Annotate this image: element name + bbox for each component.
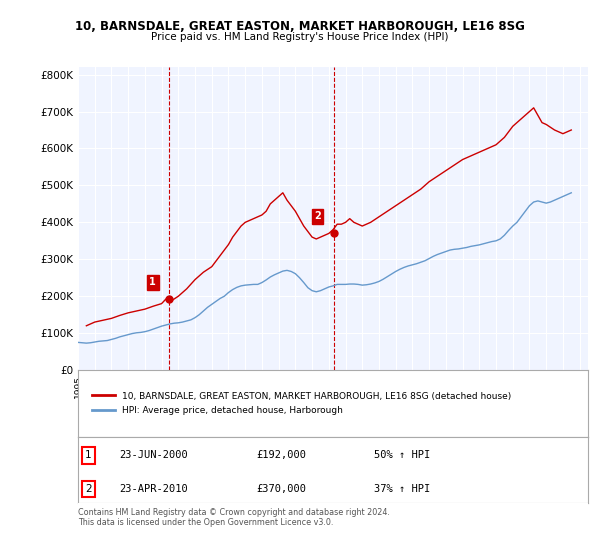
Text: 50% ↑ HPI: 50% ↑ HPI [374, 450, 430, 460]
Text: 2: 2 [85, 484, 92, 494]
Text: Contains HM Land Registry data © Crown copyright and database right 2024.
This d: Contains HM Land Registry data © Crown c… [78, 508, 390, 528]
Text: 10, BARNSDALE, GREAT EASTON, MARKET HARBOROUGH, LE16 8SG: 10, BARNSDALE, GREAT EASTON, MARKET HARB… [75, 20, 525, 32]
Text: £192,000: £192,000 [257, 450, 307, 460]
Text: £370,000: £370,000 [257, 484, 307, 494]
Text: 37% ↑ HPI: 37% ↑ HPI [374, 484, 430, 494]
Text: 23-JUN-2000: 23-JUN-2000 [119, 450, 188, 460]
Legend: 10, BARNSDALE, GREAT EASTON, MARKET HARBOROUGH, LE16 8SG (detached house), HPI: : 10, BARNSDALE, GREAT EASTON, MARKET HARB… [88, 387, 515, 419]
Text: 1: 1 [85, 450, 92, 460]
Text: 23-APR-2010: 23-APR-2010 [119, 484, 188, 494]
Text: 1: 1 [149, 277, 156, 287]
Text: Price paid vs. HM Land Registry's House Price Index (HPI): Price paid vs. HM Land Registry's House … [151, 32, 449, 42]
Text: 2: 2 [314, 211, 320, 221]
